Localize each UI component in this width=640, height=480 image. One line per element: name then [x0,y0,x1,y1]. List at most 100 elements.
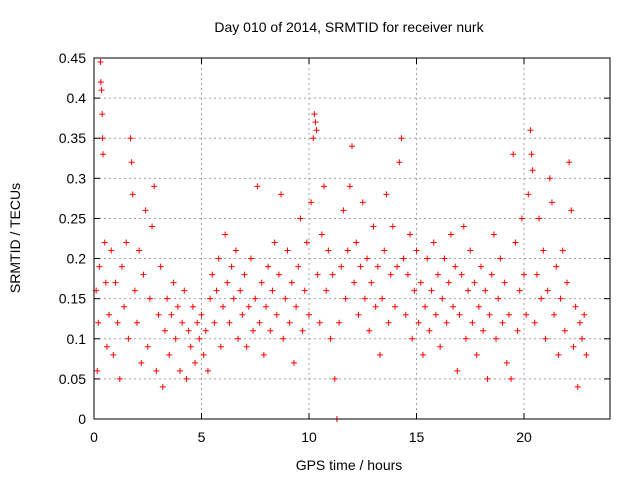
data-point [101,239,108,246]
data-point [211,319,218,326]
data-point [151,183,158,190]
data-point [521,271,527,278]
data-point [106,311,113,318]
data-point [127,135,134,142]
data-point [387,271,394,278]
data-point [226,319,233,326]
data-point [98,87,105,94]
y-tick-label: 0.4 [67,90,87,106]
data-point [275,271,282,278]
data-point [544,287,551,294]
data-point [125,335,132,342]
data-point [217,343,224,350]
data-point [166,351,173,358]
data-point [452,263,459,270]
data-point [273,311,280,318]
data-point [241,271,248,278]
data-point [310,135,317,142]
data-point [368,279,375,286]
data-point [99,135,106,142]
data-point [142,207,149,214]
data-point [314,271,321,278]
data-point [510,151,517,158]
data-point [224,279,231,286]
data-point [146,295,153,302]
data-point [564,279,570,286]
data-point [407,231,414,238]
x-tick-label: 10 [301,429,317,445]
data-point [465,287,472,294]
data-point [559,247,566,254]
data-point [247,255,254,262]
data-point [295,263,302,270]
data-point [525,191,532,198]
data-point [258,279,265,286]
data-point [529,167,536,174]
data-point [179,319,186,326]
data-point [159,383,166,390]
data-point [566,159,573,166]
data-point [441,255,448,262]
data-point [458,271,465,278]
x-tick-label: 15 [409,429,425,445]
data-point [473,351,480,358]
data-point [568,207,575,214]
data-point [313,127,320,134]
data-point [94,367,101,374]
data-point [161,327,168,334]
x-tick-label: 5 [198,429,206,445]
data-point [286,319,293,326]
data-point [338,263,345,270]
data-point [428,287,435,294]
data-point [351,279,358,286]
data-point [213,287,220,294]
y-tick-label: 0.35 [59,130,86,146]
data-point [546,175,553,182]
data-point [430,239,437,246]
data-point [235,335,242,342]
data-point [415,319,422,326]
data-point [374,263,381,270]
data-point [346,183,353,190]
data-point [439,295,446,302]
data-points [93,59,590,422]
data-point [316,319,323,326]
data-point [232,247,239,254]
data-point [370,223,377,230]
data-point [467,247,474,254]
data-point [187,343,194,350]
data-point [460,223,467,230]
data-point [189,303,196,310]
data-point [523,311,530,318]
data-point [254,183,261,190]
data-point [278,191,285,198]
data-point [256,319,263,326]
data-point [97,59,104,66]
data-point [299,327,306,334]
data-point [398,135,405,142]
data-point [144,343,151,350]
data-point [306,311,312,318]
data-point [548,199,555,206]
data-point [311,111,318,118]
data-point [340,207,347,214]
data-point [265,263,272,270]
data-point [495,295,502,302]
data-point [121,303,128,310]
data-point [185,327,192,334]
data-point [514,327,521,334]
data-point [301,287,308,294]
data-point [417,279,424,286]
data-point [215,255,222,262]
data-point [435,271,441,278]
data-point [207,295,214,302]
data-point [118,263,125,270]
data-point [196,335,203,342]
data-point [409,335,416,342]
data-point [579,335,586,342]
data-point [155,311,162,318]
data-point [192,359,199,366]
data-point [480,327,487,334]
data-point [228,263,235,270]
data-point [357,263,364,270]
